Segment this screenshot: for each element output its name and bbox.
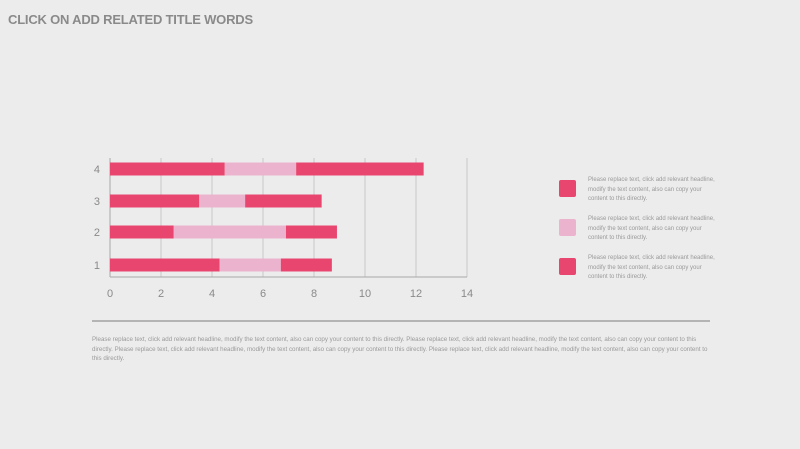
bar-cat4-series1 — [110, 162, 225, 176]
y-tick-label-2: 2 — [94, 227, 100, 239]
legend-text-1: Please replace text, click add relevant … — [588, 177, 715, 202]
bar-cat3-series3 — [245, 194, 322, 208]
x-tick-label-4: 4 — [209, 288, 215, 300]
bar-cat3-series2 — [199, 194, 246, 208]
chart-legend: Please replace text, click add relevant … — [559, 176, 719, 293]
legend-swatch-1 — [559, 180, 576, 197]
x-tick-label-10: 10 — [359, 288, 371, 300]
bar-cat1-series2 — [219, 258, 281, 272]
legend-text-3: Please replace text, click add relevant … — [588, 255, 715, 280]
bar-cat2-series1 — [110, 225, 174, 239]
bar-cat2-series3 — [285, 225, 337, 239]
legend-item-2: Please replace text, click add relevant … — [559, 215, 719, 254]
legend-item-3: Please replace text, click add relevant … — [559, 254, 719, 293]
x-tick-label-2: 2 — [158, 288, 164, 300]
x-tick-label-0: 0 — [107, 288, 113, 300]
divider-line — [92, 320, 710, 322]
slide-title: CLICK ON ADD RELATED TITLE WORDS — [8, 12, 253, 27]
y-tick-label-1: 1 — [94, 260, 100, 272]
bar-cat1-series1 — [110, 258, 220, 272]
bar-cat4-series2 — [224, 162, 297, 176]
bar-cat4-series3 — [296, 162, 424, 176]
legend-swatch-2 — [559, 219, 576, 236]
bar-cat1-series3 — [280, 258, 332, 272]
x-tick-label-6: 6 — [260, 288, 266, 300]
x-tick-label-8: 8 — [311, 288, 317, 300]
y-tick-label-3: 3 — [94, 196, 100, 208]
x-tick-label-12: 12 — [410, 288, 422, 300]
y-tick-label-4: 4 — [94, 164, 100, 176]
bar-cat3-series1 — [110, 194, 200, 208]
legend-item-1: Please replace text, click add relevant … — [559, 176, 719, 215]
legend-swatch-3 — [559, 258, 576, 275]
bar-cat2-series2 — [173, 225, 286, 239]
body-text: Please replace text, click add relevant … — [92, 336, 708, 362]
legend-text-2: Please replace text, click add relevant … — [588, 216, 715, 241]
x-tick-label-14: 14 — [461, 288, 473, 300]
